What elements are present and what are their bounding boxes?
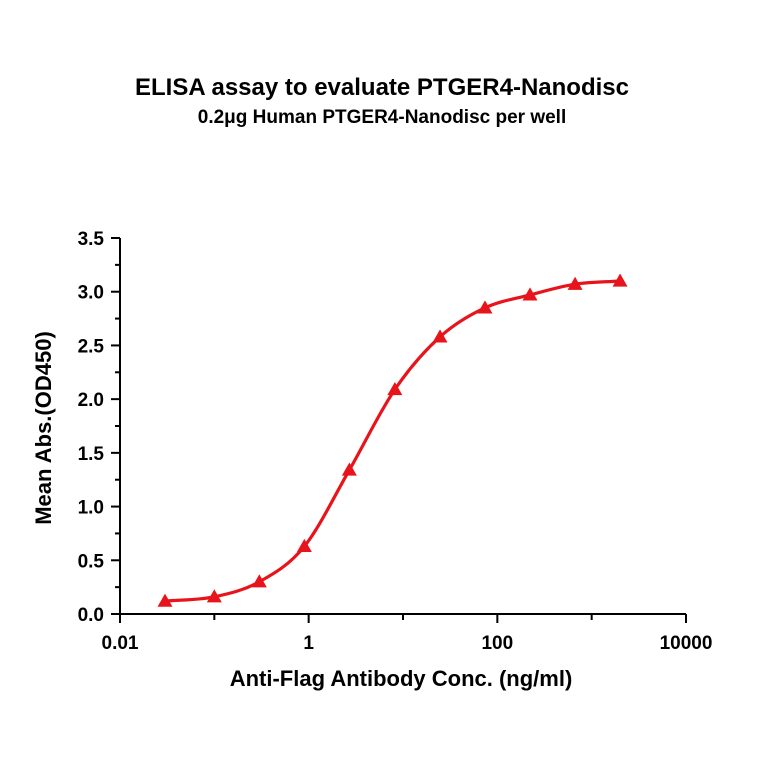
data-point-marker bbox=[251, 574, 267, 588]
y-ticks: 0.0 0.5 1.0 1.5 2.0 2.5 3.0 3.5 bbox=[78, 229, 120, 626]
axes bbox=[119, 238, 686, 615]
y-tick-label: 0.0 bbox=[78, 605, 104, 626]
x-axis-label: Anti-Flag Antibody Conc. (ng/ml) bbox=[230, 666, 573, 691]
y-tick-label: 3.0 bbox=[78, 283, 104, 304]
y-tick-label: 1.0 bbox=[78, 498, 104, 519]
y-axis-label: Mean Abs.(OD450) bbox=[31, 331, 56, 525]
data-point-marker bbox=[387, 381, 403, 396]
y-tick-label: 0.5 bbox=[78, 551, 105, 572]
data-point-marker bbox=[206, 589, 222, 603]
data-point-marker bbox=[341, 462, 357, 476]
data-point-marker bbox=[157, 593, 173, 607]
data-point-marker bbox=[567, 276, 583, 290]
data-point-marker bbox=[612, 273, 628, 287]
data-point-marker bbox=[296, 538, 312, 552]
y-tick-label: 1.5 bbox=[78, 444, 105, 465]
y-tick-label: 2.0 bbox=[78, 390, 104, 411]
y-tick-label: 3.5 bbox=[78, 229, 105, 250]
x-tick-label: 0.01 bbox=[102, 633, 139, 654]
x-tick-label: 100 bbox=[481, 633, 513, 654]
data-point-marker bbox=[477, 300, 493, 314]
x-ticks: 0.01 1 100 10000 bbox=[102, 614, 713, 654]
y-tick-label: 2.5 bbox=[78, 336, 105, 357]
data-point-marker bbox=[432, 329, 448, 343]
chart-title: ELISA assay to evaluate PTGER4-Nanodisc bbox=[135, 74, 629, 101]
x-tick-label: 1 bbox=[303, 633, 314, 654]
chart-subtitle: 0.2μg Human PTGER4-Nanodisc per well bbox=[197, 107, 567, 128]
data-markers bbox=[157, 273, 628, 607]
x-tick-label: 10000 bbox=[660, 633, 713, 654]
data-point-marker bbox=[522, 287, 538, 301]
fit-curve bbox=[164, 279, 621, 603]
